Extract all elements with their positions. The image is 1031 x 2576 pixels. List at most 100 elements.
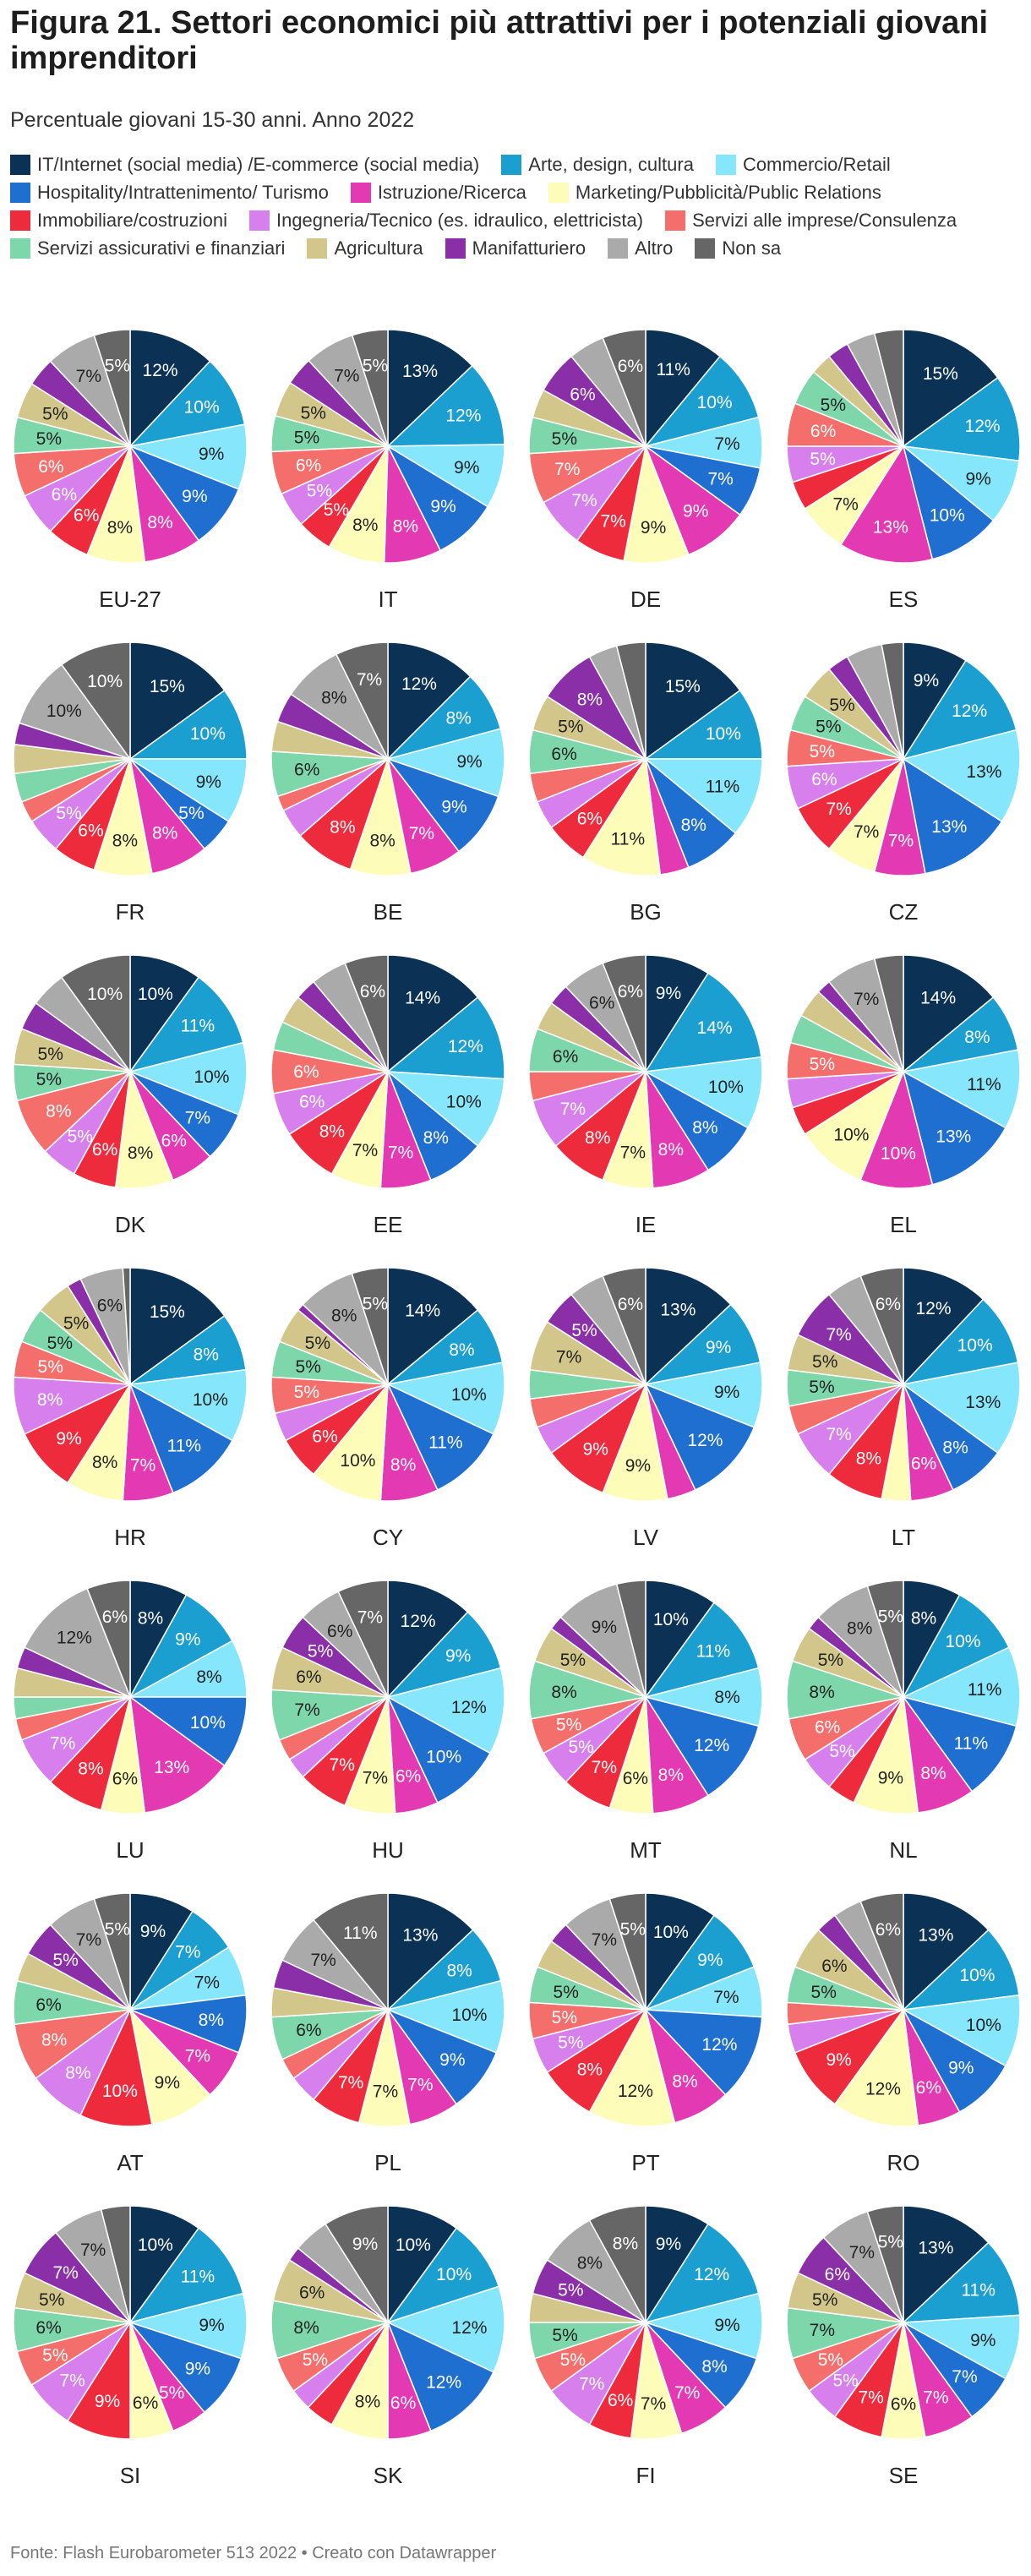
slice-label: 6% bbox=[577, 809, 603, 828]
slice-label: 10% bbox=[959, 1966, 995, 1985]
slice-label: 12% bbox=[916, 1299, 952, 1318]
slice-label: 6% bbox=[395, 1767, 421, 1787]
slice-label: 7% bbox=[60, 2371, 85, 2390]
pie-slice bbox=[901, 1049, 1021, 1129]
slice-label: 9% bbox=[878, 1768, 903, 1787]
slice-label: 6% bbox=[618, 357, 643, 376]
slice-label: 10% bbox=[426, 1747, 461, 1766]
pie-slice bbox=[615, 641, 646, 760]
slice-label: 7% bbox=[310, 1951, 335, 1970]
pie-slice bbox=[902, 1070, 1006, 1186]
pie-country-label: ES bbox=[889, 587, 919, 612]
slice-label: 6% bbox=[296, 1667, 321, 1687]
slice-label: 10% bbox=[930, 506, 965, 526]
slice-label: 5% bbox=[36, 429, 62, 449]
pie-country-label: LT bbox=[892, 1525, 916, 1550]
pie-slice bbox=[602, 1267, 646, 1385]
slice-label: 11% bbox=[343, 1924, 377, 1943]
slice-label: 10% bbox=[436, 2265, 472, 2284]
slice-label: 8% bbox=[112, 831, 138, 850]
slice-label: 6% bbox=[78, 821, 103, 841]
slice-label: 7% bbox=[294, 1700, 319, 1720]
pie-slice bbox=[128, 2227, 244, 2324]
pie-country-label: SI bbox=[120, 2463, 141, 2488]
pie-el: 14% 8% 11% 13% 10% 10% 5% 7% EL bbox=[786, 954, 1021, 1237]
slice-label: 7% bbox=[600, 512, 625, 532]
legend: IT/Internet (social media) /E-commerce (… bbox=[10, 150, 1024, 262]
slice-label: 7% bbox=[707, 469, 733, 488]
slice-label: 5% bbox=[52, 1951, 78, 1970]
pie-slice bbox=[644, 2009, 763, 2096]
slice-label: 11% bbox=[181, 1017, 215, 1036]
slice-label: 8% bbox=[446, 1961, 472, 1980]
slice-label: 5% bbox=[811, 1983, 837, 2002]
slice-label: 11% bbox=[611, 829, 645, 849]
pie-slice bbox=[312, 1892, 389, 2012]
pie-slice bbox=[325, 2205, 389, 2325]
slice-label: 7% bbox=[334, 367, 359, 386]
pie-slice bbox=[901, 1646, 1021, 1727]
slice-label: 12% bbox=[865, 2080, 901, 2099]
slice-label: 10% bbox=[653, 1923, 689, 1942]
slice-label: 8% bbox=[449, 1340, 474, 1360]
slice-label: 7% bbox=[357, 670, 382, 690]
slice-label: 12% bbox=[143, 361, 178, 380]
slice-label: 13% bbox=[918, 2238, 953, 2257]
pie-country-label: SE bbox=[889, 2463, 919, 2488]
slice-label: 11% bbox=[181, 2268, 215, 2287]
pie-slice bbox=[866, 2205, 904, 2323]
pie-sk: 10% 10% 12% 12% 6% 8% 5% 8% 6% 9% SK bbox=[270, 2205, 505, 2488]
slice-label: 14% bbox=[405, 1302, 440, 1321]
slice-label: 5% bbox=[571, 1321, 597, 1340]
slice-label: 8% bbox=[370, 831, 395, 850]
slice-label: 11% bbox=[961, 2281, 995, 2300]
slice-label: 5% bbox=[363, 357, 388, 376]
pie-country-label: FR bbox=[116, 899, 145, 925]
legend-label: Agricultura bbox=[334, 237, 423, 259]
slice-label: 12% bbox=[445, 406, 481, 425]
pie-slice bbox=[128, 1368, 248, 1442]
pie-slice bbox=[93, 1892, 131, 2011]
legend-label: Immobiliare/costruzioni bbox=[37, 210, 227, 231]
legend-swatch bbox=[608, 237, 629, 259]
slice-label: 6% bbox=[296, 2021, 321, 2040]
legend-swatch bbox=[665, 210, 686, 231]
slice-label: 5% bbox=[36, 1070, 62, 1089]
slice-label: 7% bbox=[854, 822, 879, 842]
slice-label: 13% bbox=[936, 1127, 971, 1146]
slice-label: 7% bbox=[357, 1608, 383, 1628]
slice-label: 7% bbox=[175, 1943, 200, 1962]
slice-label: 5% bbox=[620, 1920, 646, 1940]
slice-label: 7% bbox=[849, 2243, 875, 2262]
pie-slice bbox=[873, 954, 904, 1072]
pie-slice bbox=[385, 1071, 505, 1148]
slice-label: 7% bbox=[352, 1141, 378, 1160]
pie-country-label: PL bbox=[374, 2150, 401, 2175]
pie-fr: 15%10%9%5%8%8%6%5%10%10%FR bbox=[13, 641, 248, 925]
slice-label: 10% bbox=[395, 2235, 431, 2255]
slice-label: 5% bbox=[556, 1716, 581, 1735]
slice-label: 14% bbox=[697, 1018, 733, 1038]
pie-be: 12% 8% 9% 9% 7% 8% 8% 6% 8% 7% BE bbox=[270, 641, 505, 925]
slice-label: 7% bbox=[713, 1988, 739, 2007]
slice-label: 5% bbox=[47, 1334, 73, 1353]
legend-label: Marketing/Pubblicità/Public Relations bbox=[575, 182, 881, 203]
slice-label: 7% bbox=[826, 800, 851, 819]
legend-label: Istruzione/Ricerca bbox=[377, 182, 526, 203]
legend-item: Istruzione/Ricerca bbox=[350, 178, 526, 206]
slice-label: 5% bbox=[812, 2290, 837, 2310]
pie-slice bbox=[386, 1383, 494, 1491]
slice-label: 5% bbox=[816, 718, 841, 737]
slice-label: 5% bbox=[68, 1127, 93, 1146]
pie-slice bbox=[644, 1383, 756, 1491]
slice-label: 7% bbox=[826, 1425, 851, 1444]
pie-slice bbox=[387, 2205, 458, 2325]
slice-label: 8% bbox=[692, 1118, 717, 1138]
slice-label: 9% bbox=[199, 445, 224, 464]
slice-label: 8% bbox=[78, 1760, 103, 1779]
slice-label: 6% bbox=[133, 2393, 158, 2413]
slice-label: 12% bbox=[426, 2372, 461, 2392]
slice-label: 7% bbox=[554, 460, 580, 479]
slice-label: 5% bbox=[63, 1314, 89, 1334]
slice-label: 12% bbox=[618, 2082, 653, 2101]
